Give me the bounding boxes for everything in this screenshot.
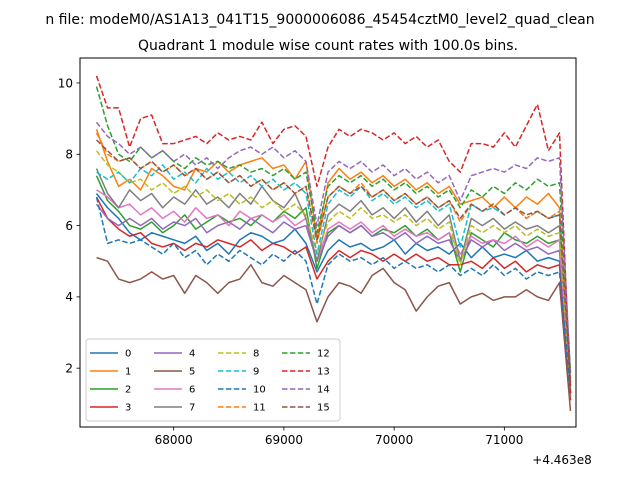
legend-label-12: 12 bbox=[317, 349, 330, 360]
legend-label-10: 10 bbox=[253, 385, 266, 396]
series-line-2 bbox=[95, 175, 572, 387]
legend-label-5: 5 bbox=[189, 367, 195, 378]
series-line-15 bbox=[96, 139, 572, 383]
legend-label-9: 9 bbox=[253, 367, 259, 378]
y-tick-label: 2 bbox=[65, 361, 73, 375]
legend-label-15: 15 bbox=[317, 403, 330, 414]
x-tick-label: 68000 bbox=[155, 433, 193, 447]
legend-label-2: 2 bbox=[125, 385, 131, 396]
series-line-10 bbox=[95, 196, 572, 394]
y-tick-label: 6 bbox=[65, 219, 73, 233]
series-line-8 bbox=[95, 150, 572, 390]
y-axis-ticks: 2 4 6 8 10 bbox=[58, 76, 80, 375]
legend-label-7: 7 bbox=[189, 403, 195, 414]
series-line-9 bbox=[96, 164, 572, 383]
series-line-12 bbox=[95, 86, 572, 372]
series-line-14 bbox=[95, 121, 572, 376]
y-tick-label: 10 bbox=[58, 76, 73, 90]
series-line-0 bbox=[95, 193, 572, 383]
chart-title: Quadrant 1 module wise count rates with … bbox=[138, 38, 518, 54]
plot-frame bbox=[79, 57, 577, 428]
series-line-7 bbox=[95, 168, 572, 397]
x-axis-offset-label: +4.463e8 bbox=[532, 453, 591, 467]
legend-label-6: 6 bbox=[189, 385, 195, 396]
series-line-6 bbox=[96, 189, 572, 394]
figure-suptitle: n file: modeM0/AS1A13_041T15_9000006086_… bbox=[45, 12, 594, 28]
y-tick-label: 8 bbox=[65, 148, 73, 162]
legend-label-4: 4 bbox=[189, 349, 195, 360]
x-tick-label: 70000 bbox=[375, 433, 413, 447]
legend-label-11: 11 bbox=[253, 403, 266, 414]
legend-label-1: 1 bbox=[125, 367, 131, 378]
legend-label-8: 8 bbox=[253, 349, 259, 360]
x-tick-label: 71000 bbox=[485, 433, 523, 447]
legend-label-14: 14 bbox=[317, 385, 330, 396]
series-line-13 bbox=[95, 75, 572, 394]
y-tick-label: 4 bbox=[65, 290, 73, 304]
x-tick-label: 69000 bbox=[265, 433, 303, 447]
legend-box bbox=[85, 338, 341, 422]
series-line-3 bbox=[95, 196, 572, 401]
legend-label-13: 13 bbox=[317, 367, 330, 378]
series-layer bbox=[95, 75, 572, 412]
legend-label-0: 0 bbox=[125, 349, 131, 360]
legend-label-3: 3 bbox=[125, 403, 131, 414]
series-line-5 bbox=[96, 256, 572, 412]
x-axis-ticks: 68000 69000 70000 71000 bbox=[155, 427, 523, 447]
